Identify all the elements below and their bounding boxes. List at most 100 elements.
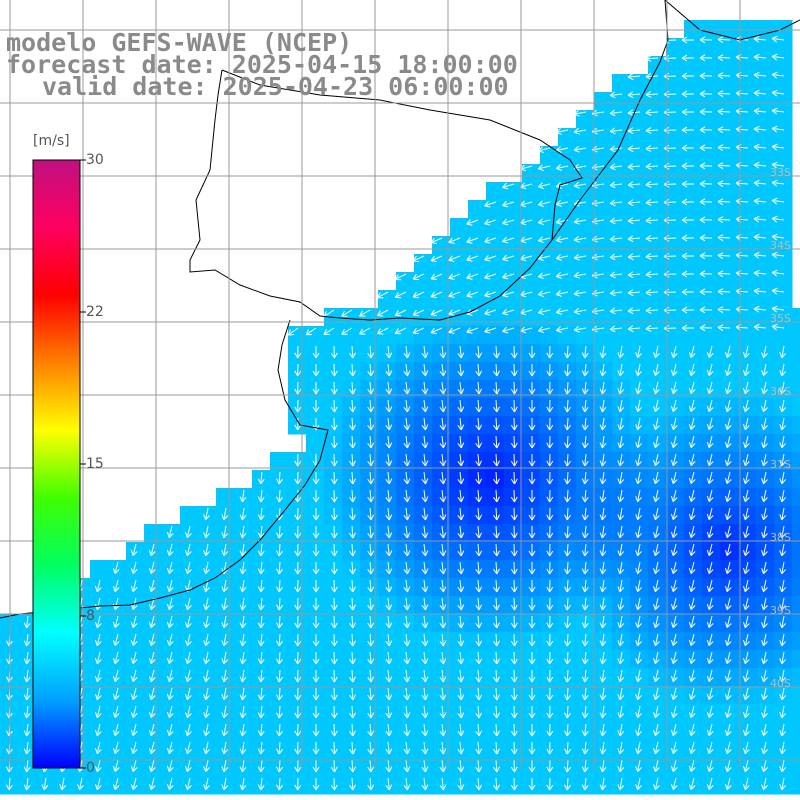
wind-arrow-head (23, 676, 28, 683)
wind-arrow-head (385, 604, 390, 611)
wind-arrow-head (761, 352, 764, 358)
wind-arrow-head (241, 731, 247, 737)
wind-arrow (423, 543, 427, 556)
speed-cell (378, 452, 397, 471)
wind-arrow-head (496, 532, 500, 539)
wind-arrow-head (653, 622, 656, 628)
wind-arrow-head (323, 311, 327, 317)
wind-arrow (241, 489, 245, 502)
wind-arrow-head (352, 406, 356, 413)
speed-cell (360, 524, 379, 543)
wind-arrow-head (653, 514, 656, 520)
wind-arrow-head (403, 407, 408, 413)
wind-arrow-head (627, 328, 634, 333)
wind-arrow-head (708, 569, 714, 574)
wind-arrow (754, 74, 767, 77)
wind-arrow-head (688, 549, 692, 556)
wind-arrow (369, 435, 372, 448)
speed-cell (630, 362, 649, 381)
speed-cell (684, 236, 703, 255)
wind-arrow-head (475, 766, 480, 773)
speed-cell (774, 200, 793, 219)
speed-cell (162, 722, 181, 741)
wind-arrow-head (761, 784, 764, 790)
wind-arrow-head (688, 675, 692, 682)
speed-cell (216, 758, 235, 777)
wind-arrow (781, 561, 785, 574)
wind-arrow-head (549, 568, 554, 575)
wind-arrow-head (466, 309, 471, 315)
wind-arrow-head (514, 496, 518, 503)
wind-arrow-head (150, 677, 156, 682)
wind-arrow-head (699, 39, 706, 44)
wind-arrow (538, 147, 551, 152)
speed-cell (612, 434, 631, 453)
wind-arrow-head (294, 712, 299, 719)
wind-arrow-head (708, 587, 714, 592)
wind-arrow (278, 759, 281, 773)
speed-cell (324, 758, 343, 777)
wind-arrow-head (637, 605, 642, 611)
wind-arrow (260, 687, 263, 700)
wind-arrow-head (425, 712, 429, 719)
wind-arrow-head (443, 586, 447, 593)
wind-arrow-head (617, 748, 621, 754)
wind-arrow-head (753, 326, 760, 331)
speed-cell (486, 488, 505, 507)
wind-arrow-head (430, 291, 435, 298)
speed-cell (648, 362, 667, 381)
wind-arrow (574, 309, 587, 313)
wind-arrow-head (781, 767, 787, 773)
speed-cell (720, 308, 739, 327)
wind-arrow (96, 597, 101, 610)
speed-cell (270, 452, 289, 471)
wind-arrow-head (761, 532, 764, 538)
wind-arrow-head (323, 329, 327, 335)
wind-arrow (574, 255, 587, 259)
wind-arrow-head (726, 497, 732, 502)
wind-arrow (114, 687, 119, 700)
speed-cell (126, 668, 145, 687)
speed-cell (576, 218, 595, 237)
speed-cell (792, 308, 800, 327)
wind-arrow (637, 435, 641, 448)
wind-arrow-head (564, 604, 568, 611)
wind-arrow-head (114, 569, 120, 574)
speed-cell (396, 596, 415, 615)
speed-cell (540, 650, 559, 669)
wind-arrow-head (457, 730, 462, 737)
wind-arrow (168, 597, 173, 610)
wind-arrow (405, 363, 408, 376)
wind-arrow (96, 669, 101, 682)
wind-arrow-head (556, 257, 562, 261)
wind-arrow-head (609, 253, 615, 258)
speed-cell (414, 344, 433, 363)
wind-arrow-head (278, 622, 283, 629)
wind-arrow-head (312, 550, 317, 557)
wind-arrow-head (239, 712, 243, 719)
speed-cell (594, 218, 613, 237)
wind-arrow (495, 507, 498, 521)
speed-cell (774, 740, 793, 759)
speed-cell (198, 758, 217, 777)
speed-cell (648, 776, 667, 795)
speed-cell (468, 398, 487, 417)
speed-cell (522, 254, 541, 273)
speed-cell (504, 632, 523, 651)
wind-arrow-head (510, 406, 515, 413)
wind-arrow-head (352, 550, 356, 557)
speed-cell (558, 290, 577, 309)
wind-arrow-head (443, 766, 447, 773)
wind-arrow-head (601, 551, 607, 557)
wind-arrow-head (726, 533, 732, 538)
wind-arrow (150, 615, 155, 628)
wind-arrow-head (566, 730, 571, 737)
wind-arrow-head (421, 695, 426, 701)
wind-arrow-head (531, 604, 536, 611)
wind-arrow (495, 381, 498, 395)
wind-arrow-head (334, 406, 338, 413)
wind-arrow-head (663, 252, 670, 257)
wind-arrow-head (581, 388, 586, 395)
wind-arrow-head (549, 478, 554, 485)
wind-arrow-head (26, 713, 31, 719)
